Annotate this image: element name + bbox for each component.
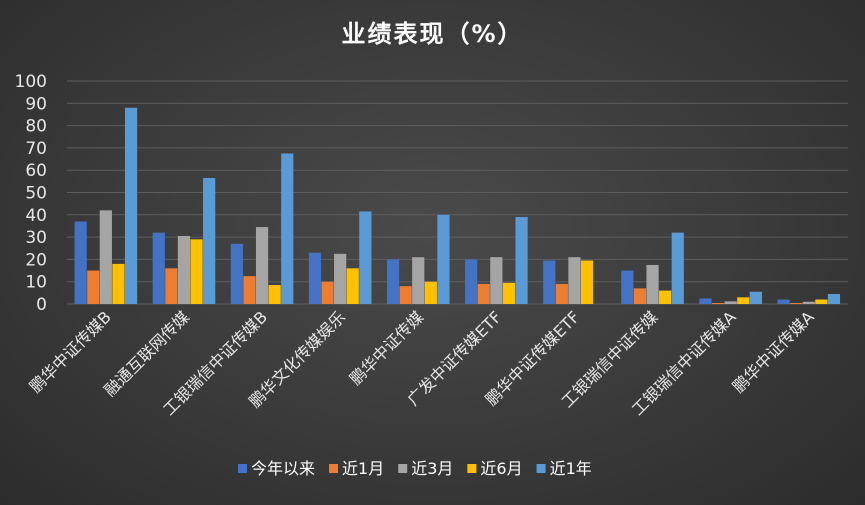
y-tick-label: 60 xyxy=(25,161,47,181)
bar-近6月-融通互联网传媒 xyxy=(190,239,203,304)
bar-近1月-工银瑞信中证传媒B xyxy=(243,276,256,304)
bar-近6月-广发中证传媒ETF xyxy=(502,282,516,304)
y-tick-label: 100 xyxy=(15,72,47,92)
legend-label: 近1月 xyxy=(342,459,384,478)
bar-近1年-鹏华文化传媒娱乐 xyxy=(359,211,372,304)
bar-近1年-鹏华中证传媒A xyxy=(827,293,841,304)
bar-近3月-鹏华中证传媒ETF xyxy=(568,257,581,304)
x-tick-label: 鹏华中证传媒 xyxy=(346,307,427,388)
bar-今年以来-工银瑞信中证传媒 xyxy=(621,270,634,304)
bar-近1年-鹏华中证传媒 xyxy=(437,214,450,304)
x-tick-label: 鹏华中证传媒B xyxy=(26,307,115,396)
bar-近3月-鹏华文化传媒娱乐 xyxy=(334,253,347,304)
bar-近6月-工银瑞信中证传媒B xyxy=(268,285,281,304)
x-tick-label: 鹏华中证传媒A xyxy=(729,307,818,396)
bar-近1年-广发中证传媒ETF xyxy=(515,217,528,304)
bar-近1月-鹏华中证传媒ETF xyxy=(555,283,568,304)
bar-近1年-鹏华中证传媒B xyxy=(124,107,138,304)
bar-近1月-工银瑞信中证传媒A xyxy=(711,303,725,304)
bar-近1月-广发中证传媒ETF xyxy=(477,283,490,304)
bar-近3月-工银瑞信中证传媒A xyxy=(724,301,737,304)
bar-近3月-鹏华中证传媒 xyxy=(412,257,425,304)
y-tick-label: 30 xyxy=(25,228,47,248)
bar-近1年-工银瑞信中证传媒B xyxy=(281,153,294,304)
legend-swatch-今年以来 xyxy=(238,464,247,473)
y-tick-label: 0 xyxy=(36,295,47,315)
y-tick-label: 20 xyxy=(25,250,47,270)
bar-近3月-工银瑞信中证传媒B xyxy=(255,227,269,304)
y-tick-label: 90 xyxy=(25,94,47,114)
y-tick-label: 70 xyxy=(25,139,47,159)
bar-近3月-鹏华中证传媒B xyxy=(99,210,112,304)
bar-近6月-鹏华中证传媒A xyxy=(815,299,828,304)
y-tick-label: 40 xyxy=(25,206,47,226)
legend-label: 近1年 xyxy=(550,459,592,478)
bar-今年以来-工银瑞信中证传媒A xyxy=(699,298,712,304)
bar-近1月-鹏华中证传媒B xyxy=(87,270,100,304)
bar-今年以来-工银瑞信中证传媒B xyxy=(230,243,243,304)
bar-近6月-工银瑞信中证传媒A xyxy=(737,297,750,304)
bar-近3月-融通互联网传媒 xyxy=(177,235,191,304)
legend-label: 近3月 xyxy=(411,459,453,478)
bar-近1月-鹏华中证传媒 xyxy=(399,286,412,304)
bar-近1月-鹏华文化传媒娱乐 xyxy=(321,281,334,304)
bar-今年以来-融通互联网传媒 xyxy=(152,232,165,304)
chart-title: 业绩表现（%） xyxy=(341,20,524,48)
bar-近1月-融通互联网传媒 xyxy=(165,268,178,304)
bar-近6月-鹏华文化传媒娱乐 xyxy=(346,268,359,304)
legend-swatch-近1月 xyxy=(329,464,339,473)
bar-近6月-工银瑞信中证传媒 xyxy=(659,290,672,304)
legend-swatch-近6月 xyxy=(467,464,477,473)
legend-swatch-近1年 xyxy=(536,464,546,473)
y-tick-label: 80 xyxy=(25,117,47,137)
bar-今年以来-广发中证传媒ETF xyxy=(465,259,478,304)
bar-今年以来-鹏华中证传媒B xyxy=(74,221,87,304)
bar-近1年-融通互联网传媒 xyxy=(203,178,216,304)
legend-swatch-近3月 xyxy=(398,464,408,473)
bar-今年以来-鹏华中证传媒 xyxy=(386,259,400,304)
y-tick-label: 10 xyxy=(25,273,47,293)
bar-近1月-鹏华中证传媒A xyxy=(790,303,803,304)
bar-今年以来-鹏华中证传媒A xyxy=(777,299,790,304)
bar-近1月-工银瑞信中证传媒 xyxy=(633,288,647,304)
bar-近3月-广发中证传媒ETF xyxy=(490,257,503,304)
bar-近3月-工银瑞信中证传媒 xyxy=(646,264,659,304)
bar-近6月-鹏华中证传媒B xyxy=(112,263,125,304)
bar-近1年-工银瑞信中证传媒 xyxy=(671,232,684,304)
bar-近6月-鹏华中证传媒 xyxy=(424,281,437,304)
y-tick-label: 50 xyxy=(25,184,47,204)
bar-今年以来-鹏华文化传媒娱乐 xyxy=(308,252,322,304)
legend-label: 近6月 xyxy=(480,459,522,478)
legend-label: 今年以来 xyxy=(251,459,315,478)
bar-近3月-鹏华中证传媒A xyxy=(802,301,815,304)
bar-今年以来-鹏华中证传媒ETF xyxy=(543,260,556,304)
bar-近6月-鹏华中证传媒ETF xyxy=(580,260,594,304)
bar-近1年-工银瑞信中证传媒A xyxy=(749,291,762,304)
